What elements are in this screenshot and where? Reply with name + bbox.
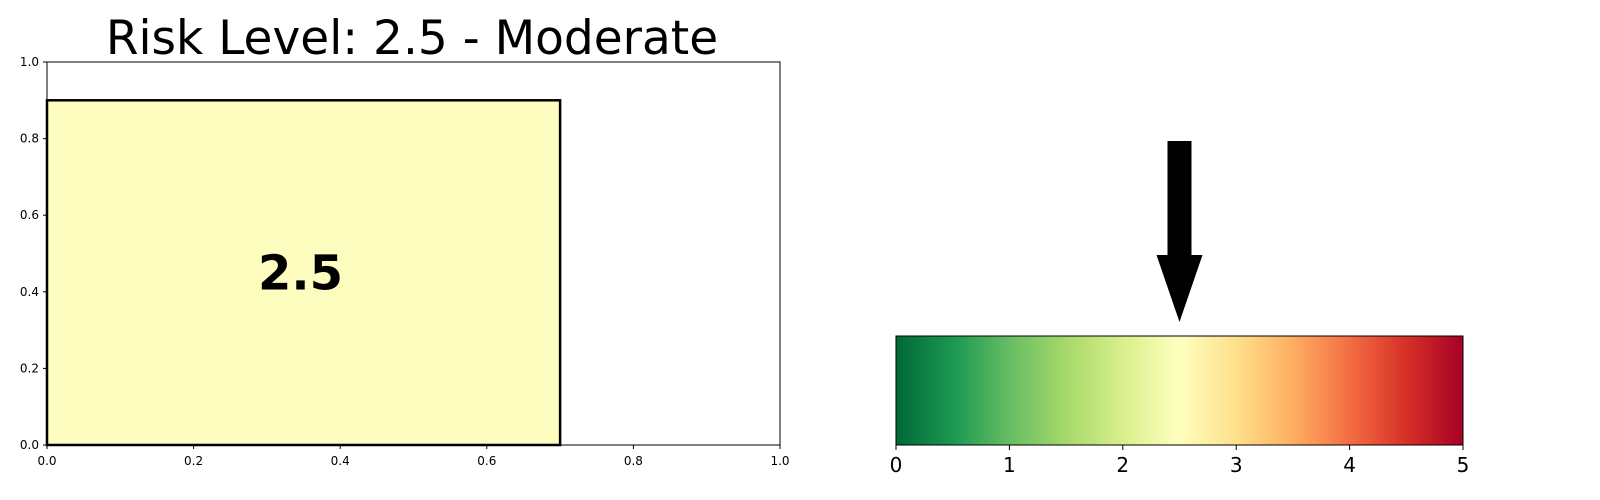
y-tick-label: 1.0 — [20, 55, 39, 69]
risk-bar — [45, 99, 562, 447]
x-axis-ticks: 0.0 0.2 0.4 0.6 0.8 1.0 — [37, 445, 790, 468]
colorbar-tick-label: 4 — [1343, 453, 1356, 477]
x-tick-label: 0.2 — [184, 454, 203, 468]
y-tick-label: 0.4 — [20, 285, 39, 299]
x-tick-label: 0.6 — [477, 454, 496, 468]
y-tick-label: 0.8 — [20, 132, 39, 146]
risk-colorbar — [895, 335, 1464, 446]
colorbar-tick-label: 0 — [890, 453, 903, 477]
risk-value-label: 2.5 — [258, 246, 343, 302]
x-tick-label: 0.8 — [624, 454, 643, 468]
y-tick-label: 0.2 — [20, 361, 39, 375]
y-tick-label: 0.6 — [20, 208, 39, 222]
colorbar-tick-label: 2 — [1116, 453, 1129, 477]
x-tick-label: 1.0 — [770, 454, 789, 468]
down-arrow-icon — [1156, 141, 1203, 322]
chart-title: Risk Level: 2.5 - Moderate — [106, 11, 718, 66]
colorbar-tick-label: 1 — [1003, 453, 1016, 477]
x-tick-label: 0.4 — [331, 454, 350, 468]
left-axes-frame — [46, 61, 781, 446]
y-tick-label: 0.0 — [20, 438, 39, 452]
colorbar-tick-label: 5 — [1457, 453, 1470, 477]
y-axis-ticks: 0.0 0.2 0.4 0.6 0.8 1.0 — [20, 55, 47, 452]
x-tick-label: 0.0 — [37, 454, 56, 468]
colorbar-ticks: 0 1 2 3 4 5 — [890, 445, 1470, 477]
colorbar-tick-label: 3 — [1230, 453, 1243, 477]
